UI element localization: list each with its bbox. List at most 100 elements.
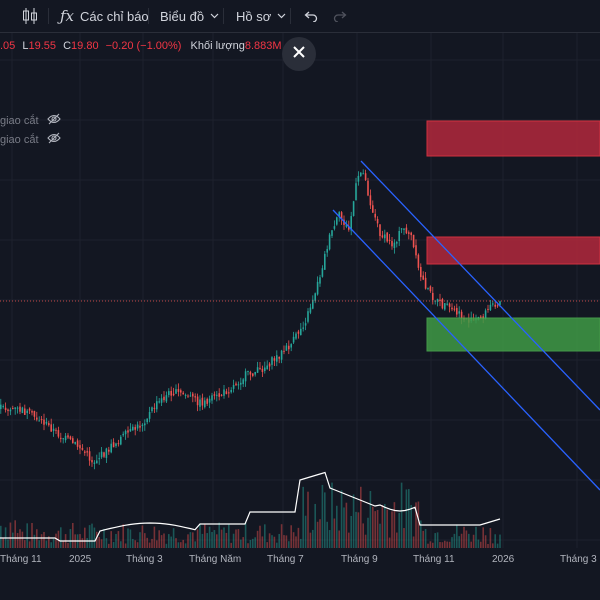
undo-button[interactable] [304,0,318,32]
volume-bar [124,543,127,548]
fx-icon: ƒx [60,7,75,25]
volume-bar [384,504,386,548]
candle-body [112,442,115,448]
volume-bar [324,492,326,548]
candle-body [350,216,352,231]
candle-body [172,393,175,396]
candle-body [218,393,220,397]
time-axis-label: Tháng Năm [189,554,242,565]
volume-bar [16,533,19,548]
candle-body [410,232,412,236]
chevron-down-icon [210,13,219,19]
volume-bar [372,506,374,548]
volume-bar [360,486,362,548]
volume-bar [192,532,194,548]
candle-body [134,427,136,430]
candle-body [74,442,76,444]
volume-bar [187,534,189,548]
volume-bar [376,509,379,548]
candle-body [300,328,302,336]
candle-body [264,367,266,371]
eye-off-icon[interactable] [46,132,61,147]
volume-bar [312,529,314,548]
volume-bar [199,524,201,548]
candle-body [381,235,384,238]
candle-body [88,451,91,461]
chart-canvas[interactable] [0,33,600,600]
candle-body [448,303,451,307]
candle-body [115,443,117,447]
candle-body [403,228,405,230]
volume-bar [331,482,333,548]
profile-menu-button[interactable]: Hồ sơ [236,0,286,32]
candle-body [230,389,232,393]
close-button[interactable] [282,37,316,71]
volume-bar [252,538,254,548]
candle-body [223,389,225,396]
volume-bar [477,539,480,548]
volume-bar [43,531,45,548]
indicator-row[interactable]: giao cắt [0,132,61,147]
candle-body [453,308,456,310]
volume-bar [420,520,422,548]
candle-body [69,436,72,440]
indicator-label: giao cắt [0,114,39,127]
indicator-row[interactable]: giao cắt [0,113,61,128]
candle-body [331,230,333,236]
time-axis[interactable]: Tháng 11 2025 Tháng 3 Tháng Năm Tháng 7 … [0,548,600,572]
candle-body [208,398,211,403]
candle-body [158,401,160,403]
candle-body [422,275,424,280]
candle-body [139,425,141,428]
volume-bar [182,539,184,548]
candle-body [302,327,304,329]
volume-bar [417,501,420,548]
chart-menu-button[interactable]: Biểu đồ [160,0,219,32]
candle-body [276,355,278,362]
volume-bar [151,538,153,548]
price-chart [0,33,600,548]
time-axis-label: Tháng 7 [267,554,304,565]
candle-body [127,430,129,433]
volume-bar [144,533,146,548]
candle-body [360,172,362,176]
candle-body [19,406,21,412]
volume-bar [321,484,324,548]
volume-bar [139,532,141,548]
volume-bar [14,520,16,548]
candle-body [297,331,300,334]
volume-bar [228,524,230,548]
top-toolbar: ƒx Các chỉ báo Biểu đồ Hồ sơ [0,0,600,33]
candle-body [340,212,343,220]
volume-bar [448,541,451,548]
candle-body [124,430,127,435]
eye-off-icon[interactable] [46,113,61,128]
volume-bar [319,519,321,548]
candle-body [136,424,139,429]
low-label: L [22,40,29,52]
redo-button[interactable] [333,0,347,32]
candle-body [376,219,379,224]
indicators-button[interactable]: ƒx Các chỉ báo [60,0,149,32]
volume-bar [343,507,345,548]
candle-body [228,392,230,394]
candle-body [367,180,369,196]
candle-body [79,445,81,449]
candle-body [96,460,98,464]
redo-icon [333,10,347,22]
candle-body [244,371,247,382]
volume-bar [290,525,292,548]
volume-bar [367,517,369,548]
candle-body [362,173,364,175]
candle-body [283,350,285,352]
volume-bar [278,533,280,548]
candle-body [168,391,170,395]
candle-body [52,428,55,431]
candle-body [396,242,398,244]
candle-body [429,286,432,292]
chart-type-button[interactable] [22,0,38,32]
candle-body [160,398,163,403]
candle-body [213,394,216,396]
volume-bar [69,529,72,548]
volume-bar [357,512,360,548]
